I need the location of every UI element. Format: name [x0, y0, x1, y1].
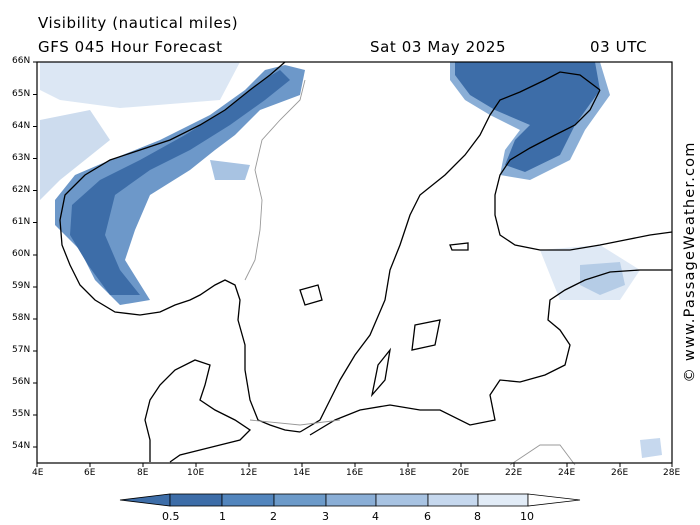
map-title: Visibility (nautical miles) — [38, 14, 239, 32]
colorbar-segment — [427, 493, 479, 507]
visibility-shading — [40, 62, 662, 458]
lat-label: 65N — [12, 89, 31, 99]
lon-label: 22E — [505, 468, 523, 478]
lat-label: 66N — [12, 56, 31, 66]
fog-patch-coast — [40, 110, 110, 200]
lon-label: 6E — [84, 468, 96, 478]
lat-label: 55N — [12, 409, 31, 419]
colorbar-label: 3 — [322, 510, 329, 523]
lat-label: 61N — [12, 217, 31, 227]
colorbar-label: 2 — [270, 510, 277, 523]
lat-label: 54N — [12, 441, 31, 451]
site-credit: © www.PassageWeather.com — [682, 141, 698, 383]
low-vis-southeast — [640, 438, 662, 458]
colorbar-arrow-high — [527, 493, 581, 507]
lon-label: 12E — [240, 468, 258, 478]
lat-label: 62N — [12, 185, 31, 195]
colorbar-label: 6 — [424, 510, 431, 523]
lon-label: 10E — [187, 468, 205, 478]
low-vis-norway — [55, 65, 305, 305]
lon-label: 18E — [399, 468, 417, 478]
lon-label: 8E — [137, 468, 149, 478]
lat-label: 60N — [12, 249, 31, 259]
low-vis-norway-mid — [210, 160, 250, 180]
colorbar-label: 4 — [372, 510, 379, 523]
lon-label: 16E — [346, 468, 364, 478]
lon-label: 26E — [611, 468, 629, 478]
colorbar-segment — [477, 493, 529, 507]
fog-patch-north — [40, 62, 240, 108]
lat-label: 63N — [12, 153, 31, 163]
colorbar-segment — [221, 493, 275, 507]
colorbar — [119, 493, 581, 507]
colorbar-segment — [273, 493, 327, 507]
lon-label: 24E — [558, 468, 576, 478]
lat-label: 59N — [12, 281, 31, 291]
forecast-date: Sat 03 May 2025 — [370, 38, 507, 56]
lat-label: 64N — [12, 121, 31, 131]
lat-label: 56N — [12, 377, 31, 387]
lon-label: 20E — [452, 468, 470, 478]
forecast-label: GFS 045 Hour Forecast — [38, 38, 223, 56]
colorbar-segment — [169, 493, 223, 507]
colorbar-label: 0.5 — [162, 510, 180, 523]
colorbar-label: 10 — [520, 510, 534, 523]
lon-label: 14E — [293, 468, 311, 478]
forecast-time: 03 UTC — [590, 38, 648, 56]
colorbar-segment — [325, 493, 377, 507]
low-vis-gulf — [580, 262, 625, 295]
coastline — [59, 61, 673, 463]
colorbar-label: 1 — [219, 510, 226, 523]
low-vis-norway-core — [70, 70, 290, 295]
colorbar-segment — [375, 493, 429, 507]
borders — [244, 79, 576, 466]
low-vis-bothnia-core — [455, 62, 600, 172]
colorbar-arrow-low — [119, 493, 171, 507]
lon-label: 4E — [32, 468, 44, 478]
lon-label: 28E — [663, 468, 681, 478]
colorbar-label: 8 — [474, 510, 481, 523]
lat-label: 58N — [12, 313, 31, 323]
lat-label: 57N — [12, 345, 31, 355]
